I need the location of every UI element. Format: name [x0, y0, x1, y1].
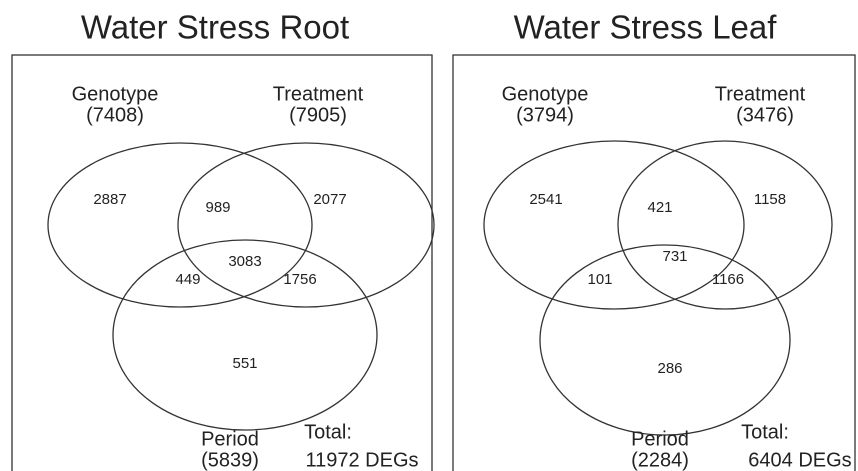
region-count: 3083 — [228, 253, 261, 270]
region-count: 989 — [205, 199, 230, 216]
genotype-set — [47, 142, 313, 308]
set-count: (2284) — [631, 449, 689, 471]
genotype-set — [483, 140, 745, 310]
region-count: 1166 — [712, 271, 744, 288]
set-name: Period — [631, 428, 689, 450]
region-count: 449 — [175, 271, 200, 288]
panel-title: Water Stress Leaf — [514, 9, 778, 46]
total-label: Total: — [741, 421, 789, 443]
panel-root: Water Stress Root Genotype (7408) Treatm… — [11, 9, 435, 471]
set-count: (7408) — [86, 104, 144, 126]
region-count: 421 — [647, 199, 672, 216]
total-value: 6404 DEGs — [748, 449, 851, 471]
panel-frame — [452, 54, 856, 471]
set-count: (3794) — [516, 104, 574, 126]
region-count: 1158 — [754, 191, 786, 208]
panel-leaf: Water Stress Leaf Genotype (3794) Treatm… — [452, 9, 856, 471]
panel-title: Water Stress Root — [81, 9, 349, 46]
region-count: 2887 — [93, 191, 126, 208]
set-count: (7905) — [289, 104, 347, 126]
total-label: Total: — [304, 421, 352, 443]
treatment-set — [617, 140, 833, 310]
set-name: Genotype — [502, 83, 589, 105]
region-count: 286 — [657, 360, 682, 377]
set-name: Treatment — [273, 83, 364, 105]
region-count: 731 — [662, 248, 687, 265]
set-count: (5839) — [201, 449, 259, 471]
set-name: Genotype — [72, 83, 159, 105]
region-count: 101 — [587, 271, 612, 288]
panel-frame — [11, 54, 433, 471]
period-set — [112, 239, 378, 431]
period-set — [539, 244, 791, 436]
total-value: 11972 DEGs — [305, 449, 418, 471]
region-count: 2541 — [529, 191, 562, 208]
region-count: 1756 — [283, 271, 316, 288]
set-count: (3476) — [736, 104, 794, 126]
set-name: Period — [201, 428, 259, 450]
region-count: 2077 — [313, 191, 346, 208]
treatment-set — [177, 142, 435, 308]
set-name: Treatment — [715, 83, 806, 105]
region-count: 551 — [232, 355, 257, 372]
